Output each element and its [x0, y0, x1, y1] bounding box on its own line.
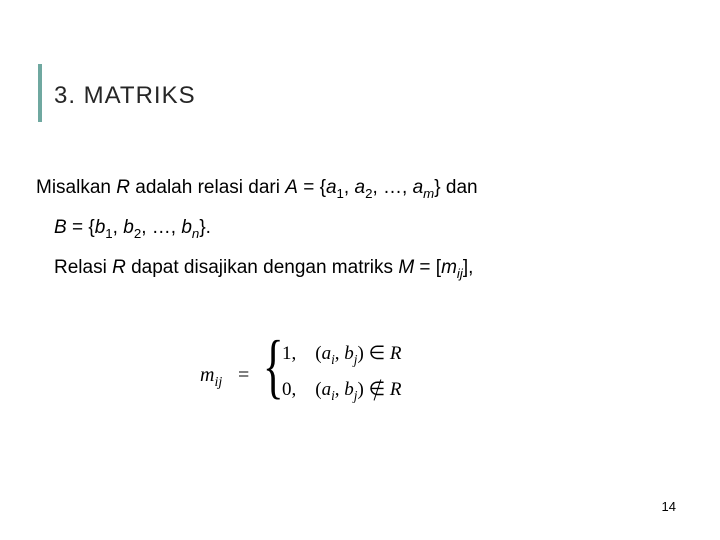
text: Relasi [54, 257, 112, 278]
text: = { [67, 217, 95, 238]
var-a: a [413, 177, 424, 198]
var-B: B [54, 217, 67, 238]
sub-1: 1 [337, 186, 344, 201]
text: , …, [372, 177, 412, 198]
var-b: b [344, 379, 354, 400]
var-A: A [285, 177, 298, 198]
value-1: 1, [282, 343, 296, 364]
var-a: a [322, 379, 332, 400]
var-m: m [441, 257, 457, 278]
var-b: b [123, 217, 134, 238]
case-2: 0, (ai, bj) ∈ R [282, 378, 401, 401]
rparen: ) [357, 379, 363, 400]
text: = { [298, 177, 326, 198]
text: , [344, 177, 355, 198]
section-heading: 3. MATRIKS [54, 82, 196, 110]
equals-sign: = [238, 364, 249, 387]
text: adalah relasi dari [130, 177, 285, 198]
rparen: ) [357, 343, 363, 364]
text: }. [199, 217, 211, 238]
line-2: B = {b1, b2, …, bn}. [36, 210, 676, 246]
page-number: 14 [662, 499, 676, 514]
comma: , [335, 343, 345, 364]
var-R: R [390, 379, 402, 400]
var-a: a [354, 177, 365, 198]
piecewise-formula: mij = { 1, (ai, bj) ∈ R 0, (ai, bj) ∈ R [200, 334, 520, 424]
line-3: Relasi R dapat disajikan dengan matriks … [36, 250, 676, 286]
text: Misalkan [36, 177, 116, 198]
case-1: 1, (ai, bj) ∈ R [282, 342, 401, 365]
left-brace: { [263, 330, 284, 402]
var-R: R [112, 257, 126, 278]
value-0: 0, [282, 379, 296, 400]
var-M: M [398, 257, 414, 278]
sub-m: m [423, 186, 434, 201]
text: dapat disajikan dengan matriks [126, 257, 399, 278]
sub-1: 1 [105, 226, 112, 241]
var-m: m [200, 364, 214, 386]
var-b: b [95, 217, 106, 238]
formula-lhs: mij [200, 364, 222, 387]
body-text: Misalkan R adalah relasi dari A = {a1, a… [36, 170, 676, 286]
line-1: Misalkan R adalah relasi dari A = {a1, a… [36, 170, 676, 206]
var-b: b [344, 343, 354, 364]
text: , …, [141, 217, 181, 238]
text: , [113, 217, 124, 238]
element-of-icon: ∈ [369, 343, 386, 364]
sub-ij: ij [214, 375, 222, 390]
text: ], [463, 257, 474, 278]
text: = [ [414, 257, 441, 278]
comma: , [335, 379, 345, 400]
var-a: a [326, 177, 337, 198]
text: } dan [434, 177, 477, 198]
var-b: b [181, 217, 192, 238]
var-R: R [390, 343, 402, 364]
var-a: a [322, 343, 332, 364]
not-element-of-icon: ∈ [369, 378, 386, 401]
var-R: R [116, 177, 130, 198]
accent-bar [38, 64, 42, 122]
